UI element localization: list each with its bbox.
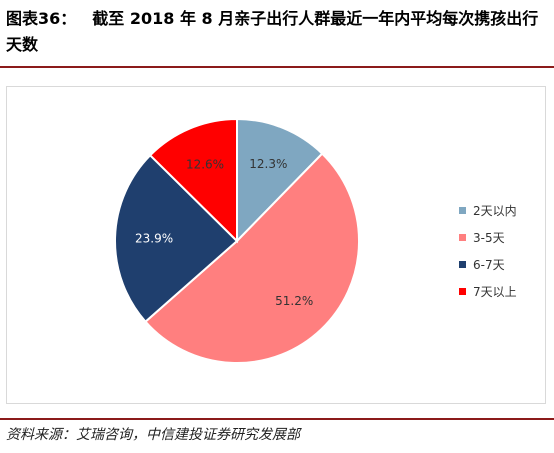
- legend-swatch: [459, 261, 466, 268]
- legend-swatch: [459, 207, 466, 214]
- pie-slice-2: [144, 152, 360, 364]
- title-rule: [0, 66, 554, 68]
- pie-chart: 12.3% 51.2% 23.9% 12.6%: [114, 117, 360, 364]
- pie-slice-1: [236, 117, 324, 244]
- pie-slice-label-4: 12.6%: [186, 158, 224, 172]
- legend-item: 7天以上: [459, 278, 543, 305]
- pie-slice-label-2: 51.2%: [275, 294, 313, 308]
- figure-title-prefix: 图表36：: [6, 9, 77, 28]
- legend-item: 3-5天: [459, 224, 543, 251]
- pie-slice-4: [148, 117, 238, 244]
- legend-swatch: [459, 234, 466, 241]
- legend-item: 6-7天: [459, 251, 543, 278]
- pie-slice-3: [114, 153, 239, 324]
- legend-swatch: [459, 288, 466, 295]
- chart-legend: 2天以内 3-5天 6-7天 7天以上: [459, 197, 543, 305]
- legend-label: 2天以内: [473, 204, 517, 218]
- legend-item: 2天以内: [459, 197, 543, 224]
- legend-label: 3-5天: [473, 231, 505, 245]
- source-rule: [0, 418, 554, 420]
- figure-title: 图表36： 截至 2018 年 8 月亲子出行人群最近一年内平均每次携孩出行天数: [6, 6, 548, 58]
- chart-panel: 12.3% 51.2% 23.9% 12.6% 2天以内 3-5天 6-7天 7天以上: [6, 86, 546, 404]
- pie-slice-label-1: 12.3%: [249, 157, 287, 171]
- legend-label: 7天以上: [473, 285, 517, 299]
- pie-slice-label-3: 23.9%: [135, 232, 173, 246]
- source-note: 资料来源：艾瑞咨询，中信建投证券研究发展部: [6, 427, 300, 443]
- figure-title-text: 截至 2018 年 8 月亲子出行人群最近一年内平均每次携孩出行天数: [6, 9, 539, 54]
- legend-label: 6-7天: [473, 258, 505, 272]
